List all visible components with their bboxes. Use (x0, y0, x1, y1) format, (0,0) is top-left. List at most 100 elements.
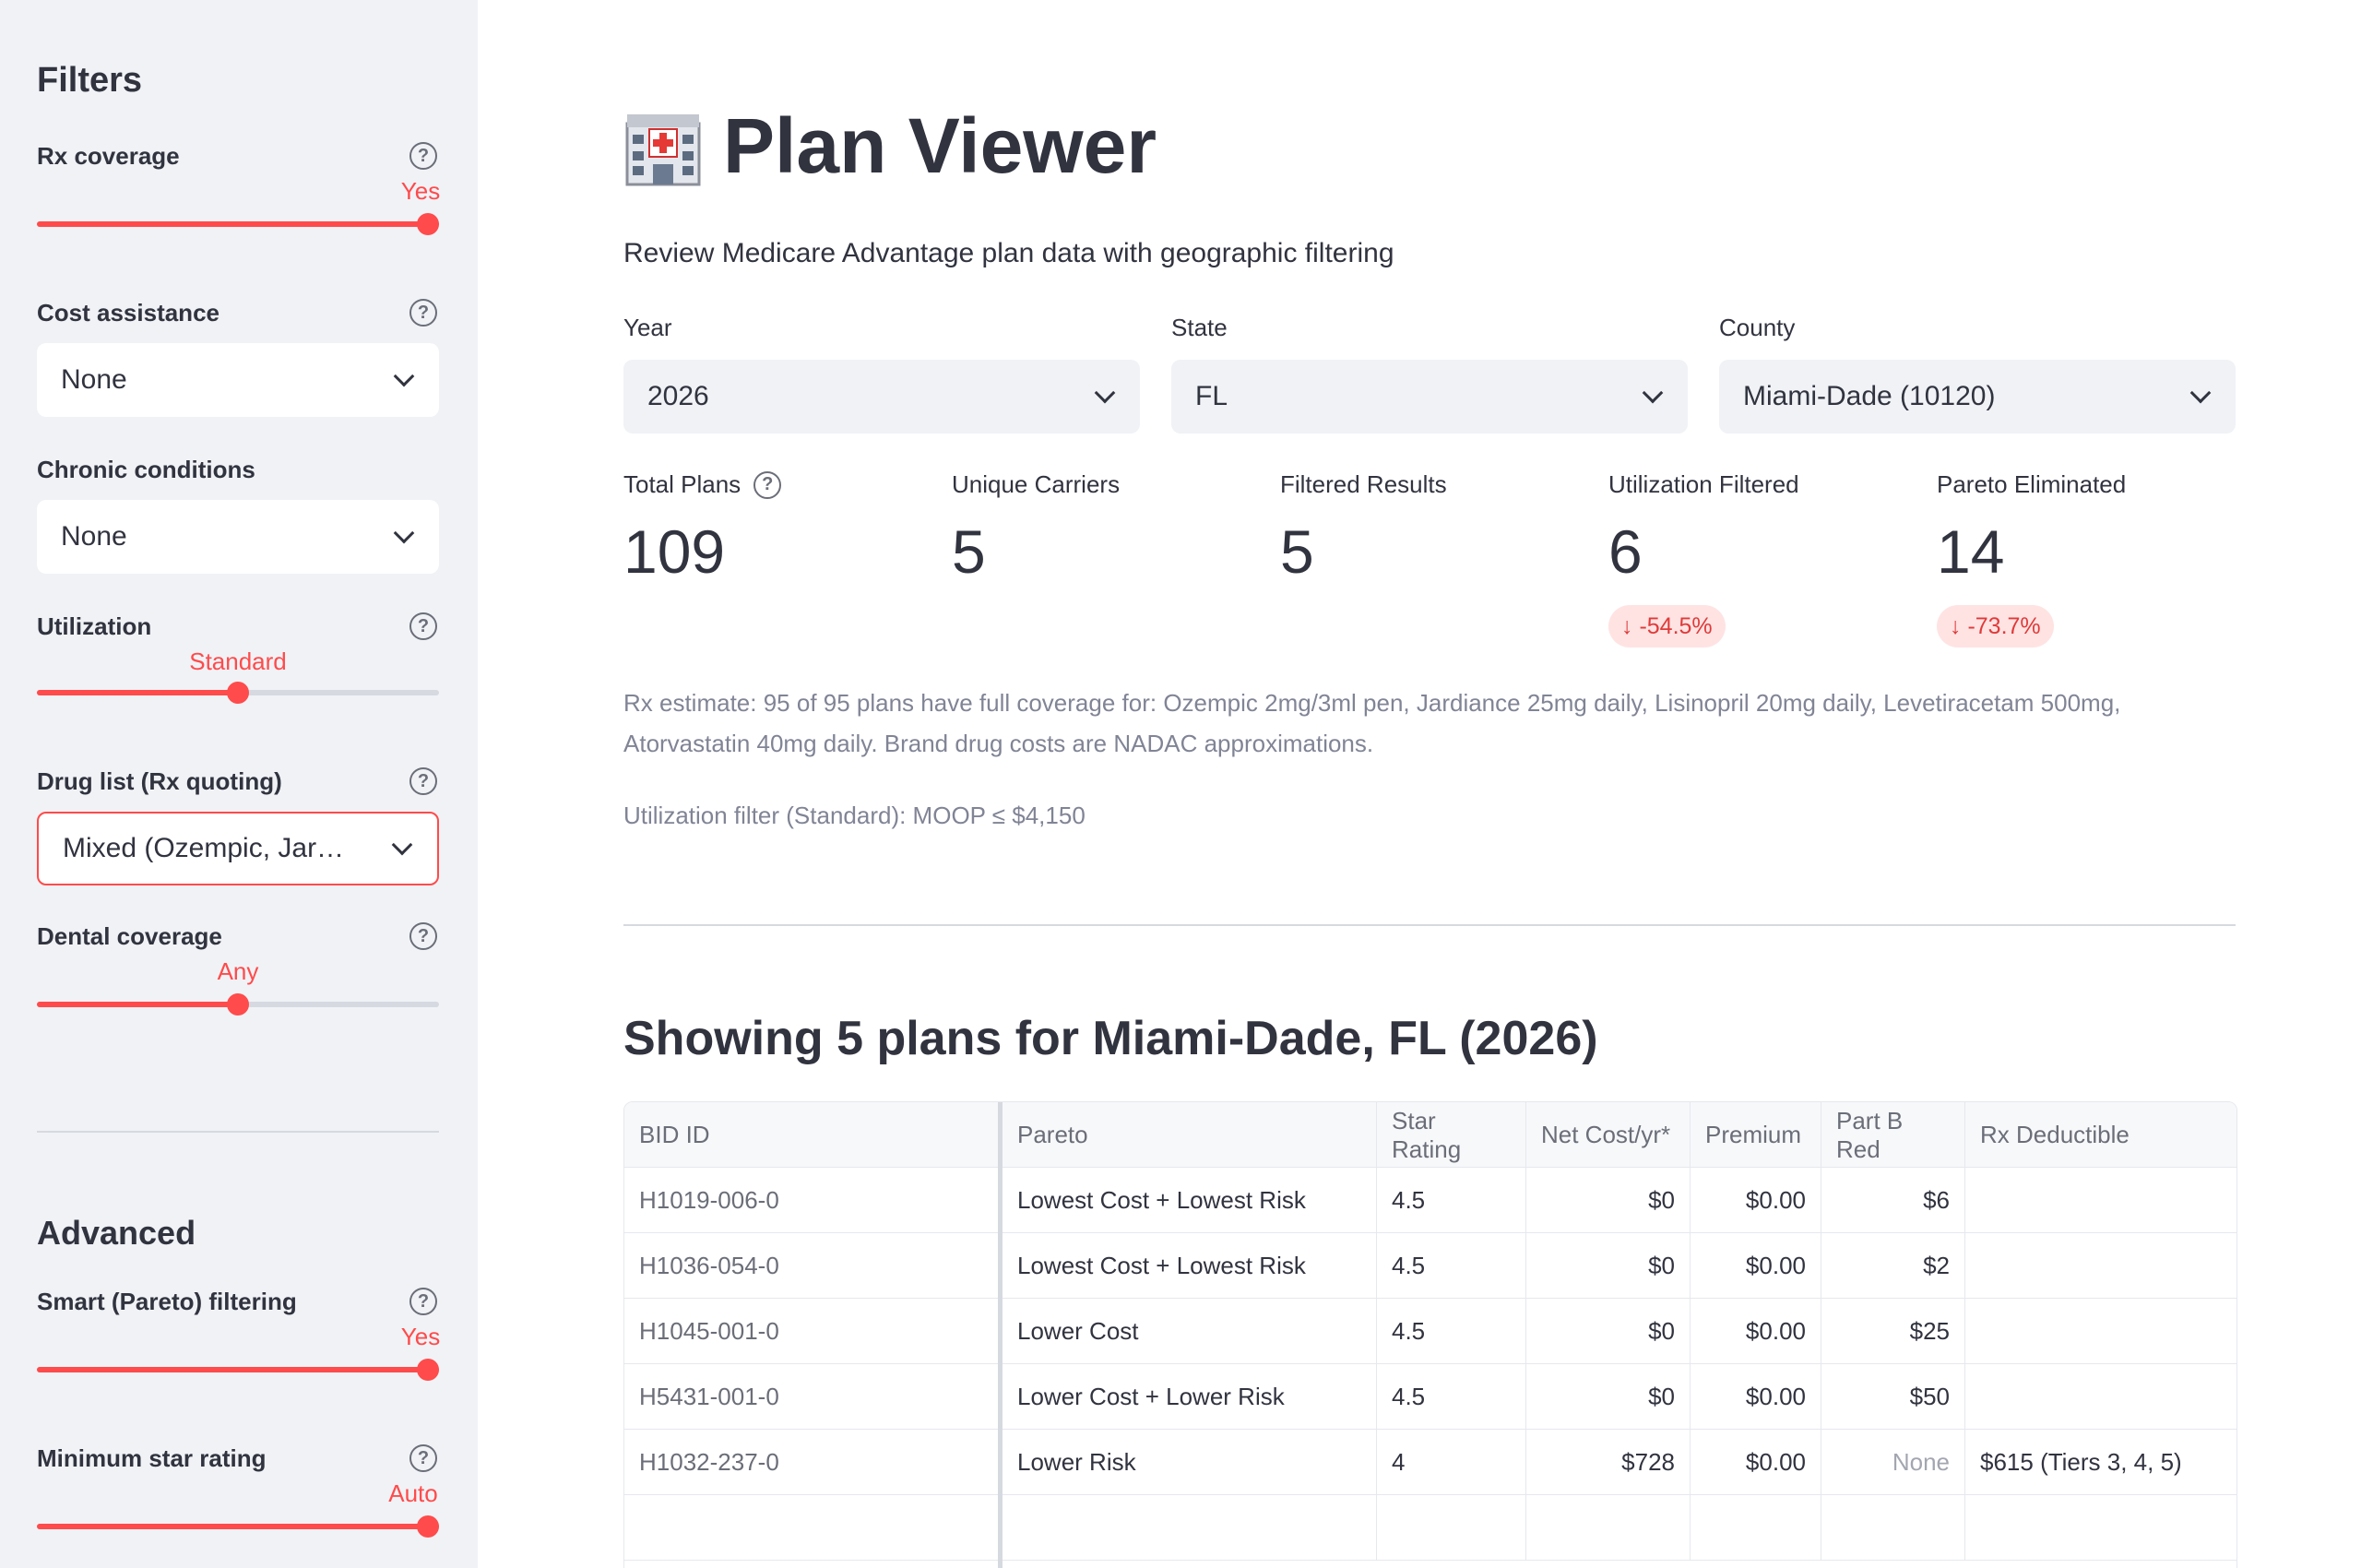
cell-star-rating: 4 (1377, 1430, 1526, 1495)
cell-rx-deductible (1965, 1168, 2236, 1233)
cell-pareto: Lowest Cost + Lowest Risk (1003, 1168, 1377, 1233)
county-value: Miami-Dade (10120) (1743, 381, 1996, 411)
cell-part-b-red: None (1821, 1430, 1965, 1495)
page-subtitle: Review Medicare Advantage plan data with… (623, 238, 1394, 268)
table-row[interactable]: H1032-237-0 Lower Risk 4 $728 $0.00 None… (624, 1430, 2236, 1495)
cost-assistance-help-icon[interactable]: ? (409, 299, 437, 327)
hospital-icon (625, 113, 701, 185)
drug-list-help-icon[interactable]: ? (409, 767, 437, 795)
cell-net-cost: $0 (1526, 1168, 1691, 1233)
metric-filtered-results-label: Filtered Results (1280, 470, 1447, 498)
section-divider (623, 924, 2236, 926)
advanced-title: Advanced (37, 1214, 196, 1252)
chevron-down-icon (1642, 382, 1664, 404)
cell-bid-id: H1045-001-0 (624, 1299, 999, 1364)
metric-filtered-results-value: 5 (1280, 517, 1314, 586)
slider-fill (37, 221, 439, 227)
smart-pareto-slider[interactable] (37, 1359, 439, 1381)
slider-thumb[interactable] (417, 213, 439, 235)
smart-pareto-help-icon[interactable]: ? (409, 1288, 437, 1315)
cell-empty (1377, 1495, 1526, 1561)
slider-thumb[interactable] (417, 1515, 439, 1538)
state-label: State (1171, 314, 1228, 341)
utilization-slider[interactable] (37, 682, 439, 704)
rx-coverage-help-icon[interactable]: ? (409, 142, 437, 170)
state-select[interactable]: FL (1171, 360, 1688, 434)
table-row[interactable]: H1036-054-0 Lowest Cost + Lowest Risk 4.… (624, 1233, 2236, 1299)
slider-fill (37, 1524, 439, 1529)
cell-part-b-red: $50 (1821, 1364, 1965, 1430)
cost-assistance-label: Cost assistance (37, 299, 219, 327)
page-title: Plan Viewer (623, 101, 1157, 191)
slider-thumb[interactable] (417, 1359, 439, 1381)
county-select[interactable]: Miami-Dade (10120) (1719, 360, 2236, 434)
cell-empty (1821, 1495, 1965, 1561)
header-premium[interactable]: Premium (1691, 1102, 1821, 1168)
year-value: 2026 (647, 381, 709, 411)
cost-assistance-value: None (61, 364, 127, 395)
table-row[interactable]: H1045-001-0 Lower Cost 4.5 $0 $0.00 $25 (624, 1299, 2236, 1364)
utilization-filter-note: Utilization filter (Standard): MOOP ≤ $4… (623, 802, 1086, 829)
cell-pareto: Lower Cost (1003, 1299, 1377, 1364)
total-plans-help-icon[interactable]: ? (753, 470, 782, 499)
dental-coverage-value: Any (217, 957, 259, 985)
header-bid-id[interactable]: BID ID (624, 1102, 999, 1168)
cell-empty (1003, 1495, 1377, 1561)
min-star-label: Minimum star rating (37, 1444, 267, 1472)
dental-coverage-label: Dental coverage (37, 922, 222, 950)
metric-pareto-eliminated-delta: ↓ -73.7% (1937, 605, 2054, 647)
metric-pareto-eliminated-value: 14 (1937, 517, 2005, 586)
slider-fill (37, 690, 238, 695)
table-row[interactable]: H1019-006-0 Lowest Cost + Lowest Risk 4.… (624, 1168, 2236, 1233)
smart-pareto-value: Yes (400, 1323, 441, 1350)
cell-empty (1526, 1495, 1691, 1561)
sidebar-title: Filters (37, 61, 143, 100)
metric-utilization-filtered-value: 6 (1608, 517, 1643, 586)
metric-pareto-eliminated-label: Pareto Eliminated (1937, 470, 2127, 498)
rx-coverage-slider[interactable] (37, 213, 439, 235)
header-rx-deductible[interactable]: Rx Deductible (1980, 1121, 2130, 1148)
cell-star-rating: 4.5 (1377, 1233, 1526, 1299)
metric-total-plans-value: 109 (623, 517, 726, 586)
rx-coverage-value: Yes (400, 177, 441, 205)
chevron-down-icon (393, 365, 415, 387)
cell-premium: $0.00 (1691, 1299, 1821, 1364)
chronic-conditions-value: None (61, 521, 127, 552)
header-net-cost[interactable]: Net Cost/yr* (1526, 1102, 1691, 1168)
chevron-down-icon (393, 522, 415, 544)
cell-premium: $0.00 (1691, 1364, 1821, 1430)
dental-coverage-help-icon[interactable]: ? (409, 922, 437, 950)
year-select[interactable]: 2026 (623, 360, 1140, 434)
min-star-help-icon[interactable]: ? (409, 1444, 437, 1472)
smart-pareto-label: Smart (Pareto) filtering (37, 1288, 297, 1315)
utilization-value: Standard (189, 647, 287, 675)
slider-thumb[interactable] (227, 682, 249, 704)
sidebar-divider (37, 1131, 439, 1133)
dental-coverage-slider[interactable] (37, 993, 439, 1016)
cell-empty (624, 1495, 999, 1561)
drug-list-select[interactable]: Mixed (Ozempic, Jar… (37, 812, 439, 885)
table-row[interactable]: H5431-001-0 Lower Cost + Lower Risk 4.5 … (624, 1364, 2236, 1430)
utilization-help-icon[interactable]: ? (409, 612, 437, 640)
header-pareto[interactable]: Pareto (1003, 1102, 1377, 1168)
cell-bid-id: H1032-237-0 (624, 1430, 999, 1495)
cell-empty (1965, 1495, 2236, 1561)
sidebar: Filters Rx coverage ? Yes Cost assistanc… (0, 0, 478, 1568)
plans-table[interactable]: BID ID Pareto Star Rating Net Cost/yr* P… (623, 1101, 2237, 1568)
cost-assistance-select[interactable]: None (37, 343, 439, 417)
header-star-rating[interactable]: Star Rating (1377, 1102, 1526, 1168)
metric-unique-carriers-value: 5 (952, 517, 986, 586)
slider-fill (37, 1002, 238, 1007)
min-star-slider[interactable] (37, 1515, 439, 1538)
drug-list-value: Mixed (Ozempic, Jar… (63, 833, 345, 863)
cell-part-b-red: $2 (1821, 1233, 1965, 1299)
rx-estimate-note: Rx estimate: 95 of 95 plans have full co… (623, 689, 2121, 757)
cell-net-cost: $0 (1526, 1233, 1691, 1299)
cell-bid-id: H5431-001-0 (624, 1364, 999, 1430)
chevron-down-icon (391, 834, 413, 856)
chronic-conditions-select[interactable]: None (37, 500, 439, 574)
slider-thumb[interactable] (227, 993, 249, 1016)
utilization-label: Utilization (37, 612, 152, 640)
metric-unique-carriers-label: Unique Carriers (952, 470, 1121, 498)
header-part-b-red[interactable]: Part B Red (1821, 1102, 1965, 1168)
